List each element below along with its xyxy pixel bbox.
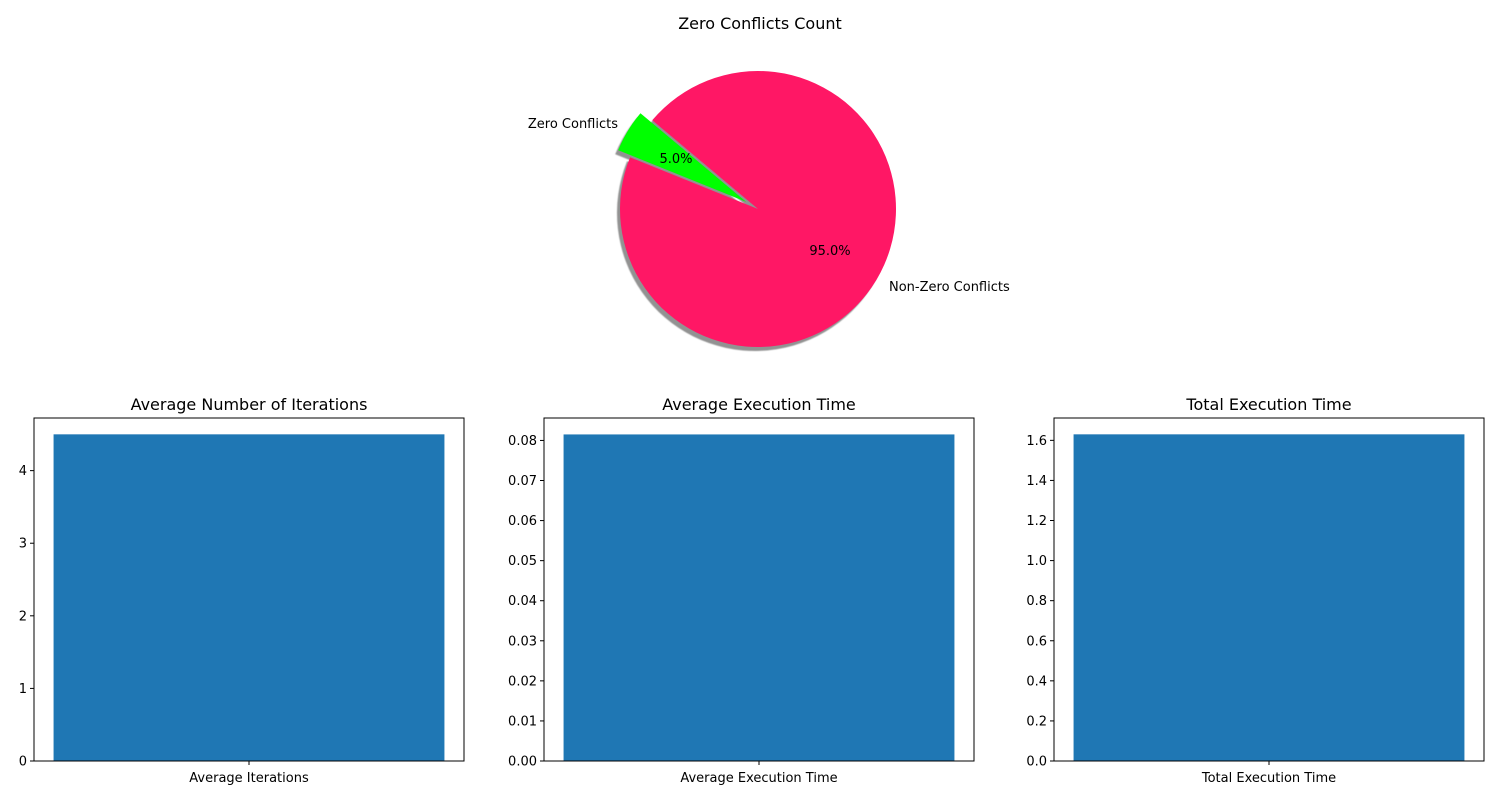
bar-chart-iterations: Average Number of Iterations 0 1 2 3 4 Avera… <box>19 395 465 786</box>
pie-chart: Zero Conflicts Count Zero Conflicts Non-… <box>528 14 1010 352</box>
bar <box>53 434 445 761</box>
x-tick-label: Average Iterations <box>189 771 309 786</box>
bar <box>1073 434 1465 761</box>
y-tick-label: 0.8 <box>1026 594 1047 609</box>
y-tick-label: 0.02 <box>508 674 537 689</box>
pie-pct-label-zero-conflicts: 5.0% <box>659 152 692 167</box>
y-tick-label: 0 <box>19 755 27 770</box>
bar-chart-total-time: Total Execution Time 0.0 0.2 0.4 0.6 0.8 1.0 1… <box>1026 395 1485 786</box>
pie-title: Zero Conflicts Count <box>678 14 842 33</box>
y-tick-label: 0.2 <box>1026 714 1047 729</box>
y-tick-label: 0.0 <box>1026 755 1047 770</box>
y-tick-label: 1.4 <box>1026 474 1047 489</box>
bar-chart-title: Total Execution Time <box>1185 395 1351 414</box>
x-tick-label: Total Execution Time <box>1201 771 1336 786</box>
y-tick-label: 1.6 <box>1026 434 1047 449</box>
x-tick-label: Average Execution Time <box>680 771 837 786</box>
y-tick-label: 2 <box>19 609 27 624</box>
y-tick-label: 0.05 <box>508 554 537 569</box>
y-tick-label: 0.6 <box>1026 634 1047 649</box>
bar-layer <box>1073 434 1465 761</box>
y-axis: 0.0 0.2 0.4 0.6 0.8 1.0 1.2 1.4 1.6 <box>1026 434 1054 770</box>
pie-slice-non-zero-conflicts <box>620 71 897 348</box>
pie-slice-label-zero-conflicts: Zero Conflicts <box>528 117 618 132</box>
bar-layer <box>53 434 445 761</box>
bar-chart-title: Average Execution Time <box>662 395 856 414</box>
y-tick-label: 0.03 <box>508 634 537 649</box>
y-tick-label: 0.04 <box>508 594 537 609</box>
y-tick-label: 0.08 <box>508 434 537 449</box>
y-tick-label: 1.0 <box>1026 554 1047 569</box>
y-tick-label: 1 <box>19 682 27 697</box>
y-axis: 0 1 2 3 4 <box>19 464 34 770</box>
y-axis: 0.00 0.01 0.02 0.03 0.04 0.05 0.06 0.07 0.08 <box>508 434 544 770</box>
pie-pct-label-non-zero-conflicts: 95.0% <box>809 244 850 259</box>
y-tick-label: 0.06 <box>508 514 537 529</box>
pie-slice-zero-conflicts <box>618 113 747 202</box>
bar-layer <box>563 434 955 761</box>
pie-slice-label-non-zero-conflicts: Non-Zero Conflicts <box>889 280 1010 295</box>
pie-slices <box>618 71 897 348</box>
y-tick-label: 0.00 <box>508 755 537 770</box>
y-tick-label: 0.01 <box>508 714 537 729</box>
y-tick-label: 4 <box>19 464 27 479</box>
bar-chart-title: Average Number of Iterations <box>131 395 368 414</box>
y-tick-label: 1.2 <box>1026 514 1047 529</box>
y-tick-label: 0.07 <box>508 474 537 489</box>
y-tick-label: 0.4 <box>1026 674 1047 689</box>
bar-chart-average-time: Average Execution Time 0.000.010.020.030… <box>508 395 975 786</box>
y-tick-label: 3 <box>19 537 27 552</box>
bar <box>563 434 955 761</box>
